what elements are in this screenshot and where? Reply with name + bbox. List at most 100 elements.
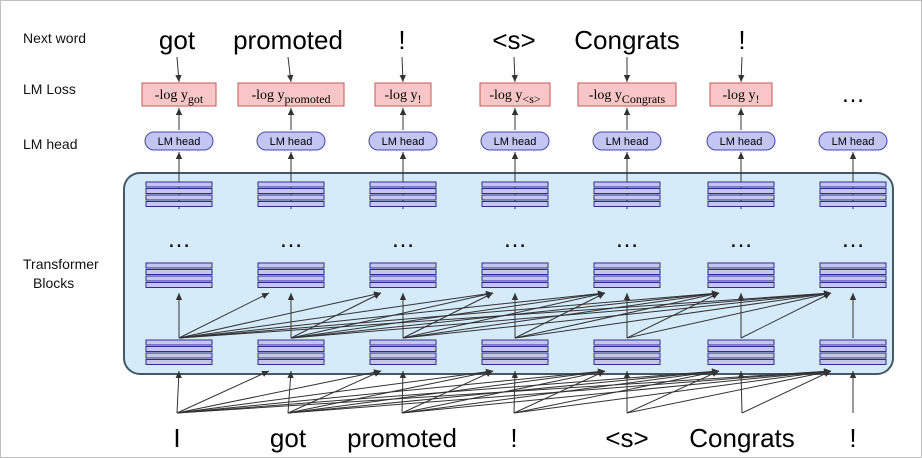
- layer-bar: [593, 282, 661, 288]
- lm-loss-box: -log y!: [374, 82, 432, 107]
- layer-stacks: [145, 181, 887, 365]
- attention-arrow-layer: [740, 292, 832, 339]
- layer-bar: [707, 269, 775, 275]
- lm-head-box: LM head: [256, 131, 326, 151]
- layer-bar: [145, 359, 213, 365]
- layer-bar: [145, 269, 213, 275]
- layer-bar: [257, 339, 325, 346]
- lm-loss-formula: -log ygot: [155, 88, 204, 106]
- mid-layer-stack: [145, 262, 213, 288]
- next-word-to-loss-arrow: [175, 56, 182, 83]
- layer-bar: [369, 359, 437, 365]
- lm-heads: LM head LM head LM head LM head LM head LM he…: [144, 131, 888, 151]
- layer-bar: [819, 269, 887, 275]
- next-word-to-loss-arrow: [286, 56, 294, 83]
- layer-bar: [707, 282, 775, 288]
- layer-ellipsis: …: [503, 226, 527, 253]
- next-word-to-loss-arrow: [511, 56, 518, 83]
- bottom-layer-stack: [593, 339, 661, 365]
- top-layer-stack: [593, 181, 661, 207]
- lm-head-box: LM head: [592, 131, 662, 151]
- layer-bar: [369, 201, 437, 207]
- layer-bar: [145, 194, 213, 201]
- attention-arrow-input: [626, 370, 720, 414]
- layer-bar: [707, 262, 775, 269]
- lm-loss-box: -log y!: [709, 82, 773, 107]
- layer-bar: [819, 352, 887, 359]
- attention-arrow-layer: [626, 292, 720, 339]
- layer-bar: [593, 188, 661, 194]
- layer-bar: [707, 181, 775, 188]
- row-label-transformer: Transformer: [23, 256, 99, 272]
- next-word-label: got: [159, 25, 196, 55]
- input-up-arrow: [175, 370, 182, 414]
- layer-bar: [145, 275, 213, 282]
- layer-bar: [369, 346, 437, 352]
- input-word-label: !: [510, 423, 517, 453]
- mid-layer-stack: [481, 262, 549, 288]
- layer-bar: [707, 352, 775, 359]
- attention-arrow-layer: [514, 291, 720, 339]
- attention-arrow-layer: [402, 292, 494, 339]
- layer-bar: [145, 339, 213, 346]
- bottom-layer-stack: [707, 339, 775, 365]
- layer-bar: [481, 339, 549, 346]
- attention-arrow-layer: [290, 291, 494, 339]
- next-word-to-loss-arrow: [738, 56, 745, 83]
- layer-bar: [369, 262, 437, 269]
- layer-ellipsis: …: [391, 226, 415, 253]
- top-layer-stack: [369, 181, 437, 207]
- layer-bar: [369, 339, 437, 346]
- layer-bar: [481, 262, 549, 269]
- layer-bar: [593, 262, 661, 269]
- layer-bar: [145, 346, 213, 352]
- layer-bar: [593, 352, 661, 359]
- layer-bar: [257, 194, 325, 201]
- row-label-lm-head: LM head: [23, 136, 77, 152]
- lm-loss-box: -log ypromoted: [237, 82, 345, 107]
- layer-bar: [593, 346, 661, 352]
- attention-arrow-input: [513, 369, 720, 414]
- next-word-label: promoted: [233, 25, 343, 55]
- mid-layer-stack: [257, 262, 325, 288]
- layer-bar: [593, 181, 661, 188]
- attention-arrow-input: [401, 370, 494, 414]
- layer-bar: [145, 262, 213, 269]
- attention-arrow-layer: [402, 291, 606, 339]
- attention-arrow-input: [176, 369, 382, 414]
- layer-bar: [369, 188, 437, 194]
- layer-bar: [145, 181, 213, 188]
- next-word-label: <s>: [492, 25, 535, 55]
- lm-head-label: LM head: [158, 136, 201, 148]
- lm-loss-formula: -log y!: [384, 88, 421, 106]
- lm-head-label: LM head: [270, 136, 313, 148]
- layer-bar: [145, 201, 213, 207]
- input-word-label: !: [849, 423, 856, 453]
- lm-loss-formula: -log ypromoted: [251, 88, 330, 106]
- layer-ellipsis: …: [729, 226, 753, 253]
- attention-arrow-input: [626, 369, 832, 414]
- attention-arrow-input: [513, 370, 606, 414]
- lm-loss-box: -log ygot: [141, 82, 217, 107]
- lm-head-box: LM head: [480, 131, 550, 151]
- lm-head-label: LM head: [832, 136, 875, 148]
- input-up-arrow: [287, 370, 294, 414]
- input-word-label: <s>: [605, 423, 648, 453]
- lm-loss-formula: -log y!: [722, 88, 759, 106]
- layer-bar: [481, 181, 549, 188]
- layer-bar: [257, 201, 325, 207]
- input-up-arrow: [511, 370, 519, 414]
- lm-head-box: LM head: [368, 131, 438, 151]
- attention-arrow-input: [287, 370, 382, 414]
- layer-bar: [593, 275, 661, 282]
- layer-bar: [707, 275, 775, 282]
- attention-arrow-input: [287, 369, 494, 414]
- bottom-layer-stack: [481, 339, 549, 365]
- mid-layer-stack: [369, 262, 437, 288]
- lm-loss-box: -log yCongrats: [577, 82, 677, 107]
- bottom-layer-stack: [257, 339, 325, 365]
- attention-arrow-layer: [514, 292, 606, 339]
- top-layer-stack: [481, 181, 549, 207]
- layer-bar: [819, 262, 887, 269]
- layer-bar: [707, 346, 775, 352]
